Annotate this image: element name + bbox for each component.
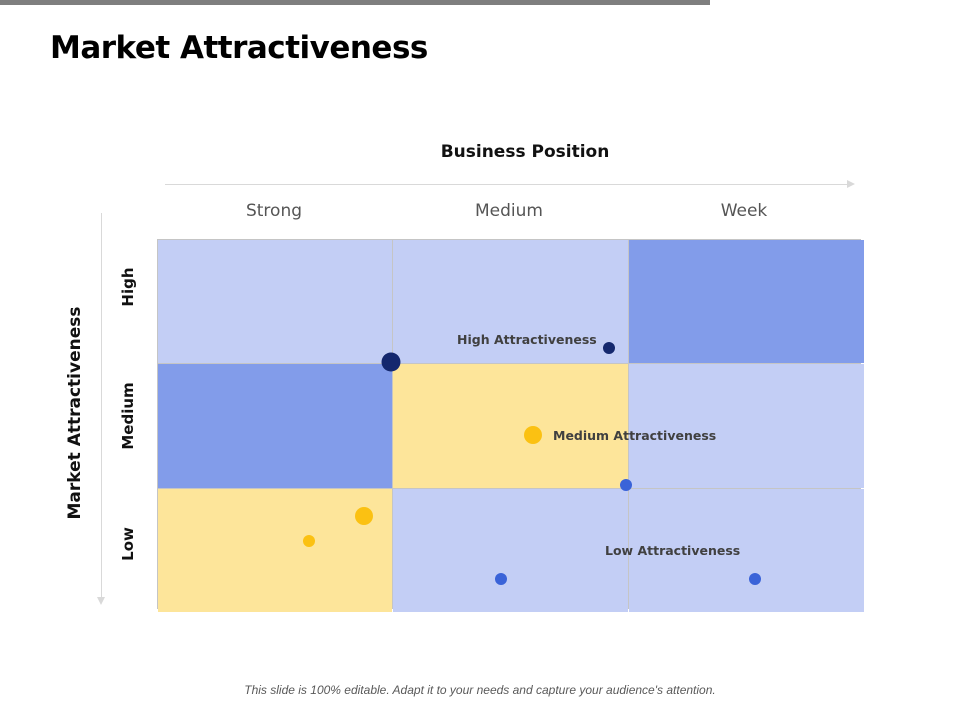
column-label-week: Week — [720, 201, 768, 221]
zone-label-low: Low Attractiveness — [605, 543, 741, 558]
marker-dot-blue-low-week — [749, 573, 761, 585]
column-label-medium: Medium — [475, 201, 543, 221]
cell-low-week — [629, 489, 864, 612]
zone-label-medium: Medium Attractiveness — [553, 428, 717, 443]
row-label-medium: Medium — [119, 382, 137, 450]
y-axis-arrow — [97, 213, 105, 605]
y-axis-title: Market Attractiveness — [65, 306, 85, 520]
footer-note: This slide is 100% editable. Adapt it to… — [244, 683, 716, 697]
column-label-strong: Strong — [245, 201, 303, 221]
cell-low-strong — [158, 489, 392, 612]
cell-low-medium — [393, 489, 628, 612]
x-axis-arrow — [165, 180, 855, 188]
row-label-high: High — [119, 267, 137, 307]
cell-high-week — [629, 240, 864, 363]
marker-dot-dark-blue — [603, 342, 615, 354]
marker-dot-gold-small — [303, 535, 315, 547]
x-axis-title: Business Position — [440, 142, 610, 162]
zone-label-high: High Attractiveness — [457, 332, 597, 347]
marker-dot-large-dark-blue — [381, 352, 401, 372]
attractiveness-matrix — [157, 239, 864, 612]
cell-high-strong — [158, 240, 392, 363]
cell-medium-medium — [393, 364, 628, 488]
cell-high-medium — [393, 240, 628, 363]
page-title: Market Attractiveness — [50, 30, 428, 66]
marker-dot-blue-low-medium — [495, 573, 507, 585]
cell-medium-week — [629, 364, 864, 488]
top-accent-bar — [0, 0, 710, 5]
row-label-low: Low — [119, 527, 137, 561]
marker-dot-gold-center — [524, 426, 542, 444]
marker-dot-gold-large — [355, 507, 373, 525]
cell-medium-strong — [158, 364, 392, 488]
marker-dot-blue-boundary — [620, 479, 632, 491]
